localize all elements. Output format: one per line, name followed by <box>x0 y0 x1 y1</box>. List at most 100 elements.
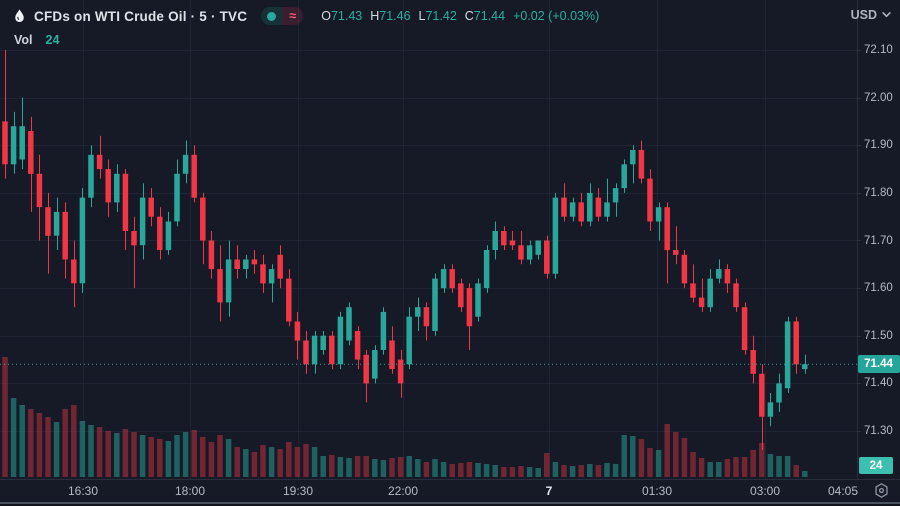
time-axis-label: 16:30 <box>67 484 99 498</box>
candle-body <box>363 354 369 384</box>
volume-bar <box>260 445 266 477</box>
volume-bar <box>28 409 34 477</box>
volume-bar <box>501 467 507 477</box>
candle-body <box>389 340 395 370</box>
volume-label: Vol <box>14 33 33 47</box>
candle-body <box>397 359 404 384</box>
currency-selector[interactable]: USD <box>851 8 891 22</box>
price-axis-label: 71.70 <box>864 234 893 247</box>
volume-bar <box>638 439 645 477</box>
volume-bar <box>303 444 309 477</box>
candle-body <box>716 269 722 279</box>
volume-bar <box>243 449 249 477</box>
time-axis-day-label: 7 <box>545 484 553 498</box>
volume-bar <box>475 463 481 477</box>
volume-bar <box>268 447 275 477</box>
candle-body <box>432 278 438 331</box>
volume-bar <box>114 433 120 477</box>
candle-body <box>578 202 584 222</box>
volume-bar <box>96 427 103 477</box>
time-axis[interactable]: 16:30 18:00 19:30 22:00 7 01:30 03:00 04:05 <box>0 479 900 503</box>
volume-value: 24 <box>45 33 60 47</box>
gear-icon <box>874 483 888 498</box>
current-price-badge: 71.44 <box>857 355 900 374</box>
volume-bar <box>157 439 163 477</box>
close-label: C <box>464 9 474 23</box>
symbol-title[interactable]: CFDs on WTI Crude Oil · 5 · TVC <box>34 8 248 24</box>
volume-bar <box>569 466 576 477</box>
candle-body <box>2 121 8 165</box>
candle-body <box>10 126 17 165</box>
volume-bar <box>363 456 369 477</box>
candle-body <box>561 197 567 217</box>
volume-bar <box>19 405 25 477</box>
volume-bar <box>277 449 283 477</box>
indicator-wave-toggle[interactable]: ≈ <box>282 7 304 25</box>
axis-settings-button[interactable] <box>868 480 894 501</box>
candle-body <box>286 278 292 322</box>
volume-bar <box>165 441 172 477</box>
candle-body <box>406 316 412 365</box>
candle-body <box>225 259 232 303</box>
candle-body <box>759 373 765 417</box>
price-axis-label: 71.40 <box>864 377 893 390</box>
candle-body <box>647 178 653 222</box>
volume-bar <box>759 443 765 477</box>
candle-body <box>415 307 421 317</box>
volume-bar <box>174 435 180 477</box>
volume-bar <box>630 436 636 477</box>
volume-bar <box>483 464 490 477</box>
time-axis-label: 22:00 <box>387 484 419 498</box>
volume-bar <box>311 447 318 477</box>
price-axis-label: 72.10 <box>864 44 893 56</box>
candle-body <box>630 150 636 165</box>
candle-body <box>260 264 266 284</box>
volume-bar <box>716 462 722 477</box>
volume-bar <box>10 398 17 477</box>
volume-bar <box>286 442 292 477</box>
candle-body <box>105 169 111 203</box>
candle-body <box>380 311 387 350</box>
volume-bar <box>337 457 344 477</box>
candle-body <box>733 283 739 308</box>
candle-body <box>311 335 318 365</box>
candle-body <box>165 221 172 251</box>
candle-body <box>372 350 378 379</box>
candle-body <box>475 283 481 317</box>
candle-body <box>88 154 94 198</box>
volume-bar <box>621 435 627 477</box>
volume-bar <box>432 459 438 477</box>
candle-body <box>157 216 163 250</box>
chevron-down-icon <box>882 12 891 18</box>
time-axis-label: 18:00 <box>174 484 206 498</box>
volume-bar <box>707 462 713 477</box>
candle-body <box>501 231 507 246</box>
price-axis-label: 71.30 <box>864 425 893 437</box>
candle-body <box>191 154 197 198</box>
candle-body <box>320 335 326 350</box>
candle-body <box>294 321 301 341</box>
volume-bar <box>673 432 679 477</box>
volume-bar <box>612 464 619 477</box>
candle-body <box>440 269 447 289</box>
volume-bar <box>105 431 111 477</box>
candle-body <box>604 202 610 217</box>
volume-bar <box>535 468 541 477</box>
oil-drop-icon <box>12 8 27 25</box>
candle-body <box>544 240 550 274</box>
candle-body <box>277 254 283 279</box>
candle-body <box>784 321 791 389</box>
candle-body <box>251 259 258 265</box>
price-axis[interactable]: 72.10 72.00 71.90 71.80 71.70 71.60 71.50 71.40… <box>857 0 900 479</box>
volume-bar <box>182 432 189 477</box>
candle-body <box>96 154 103 170</box>
candle-body <box>552 197 559 274</box>
volume-bar <box>724 459 731 477</box>
candle-body <box>458 283 464 308</box>
indicator-dot-toggle[interactable] <box>261 7 283 25</box>
candle-body <box>234 259 240 269</box>
price-axis-label: 72.00 <box>864 91 893 104</box>
volume-bar <box>45 417 51 477</box>
candle-body <box>79 197 86 284</box>
